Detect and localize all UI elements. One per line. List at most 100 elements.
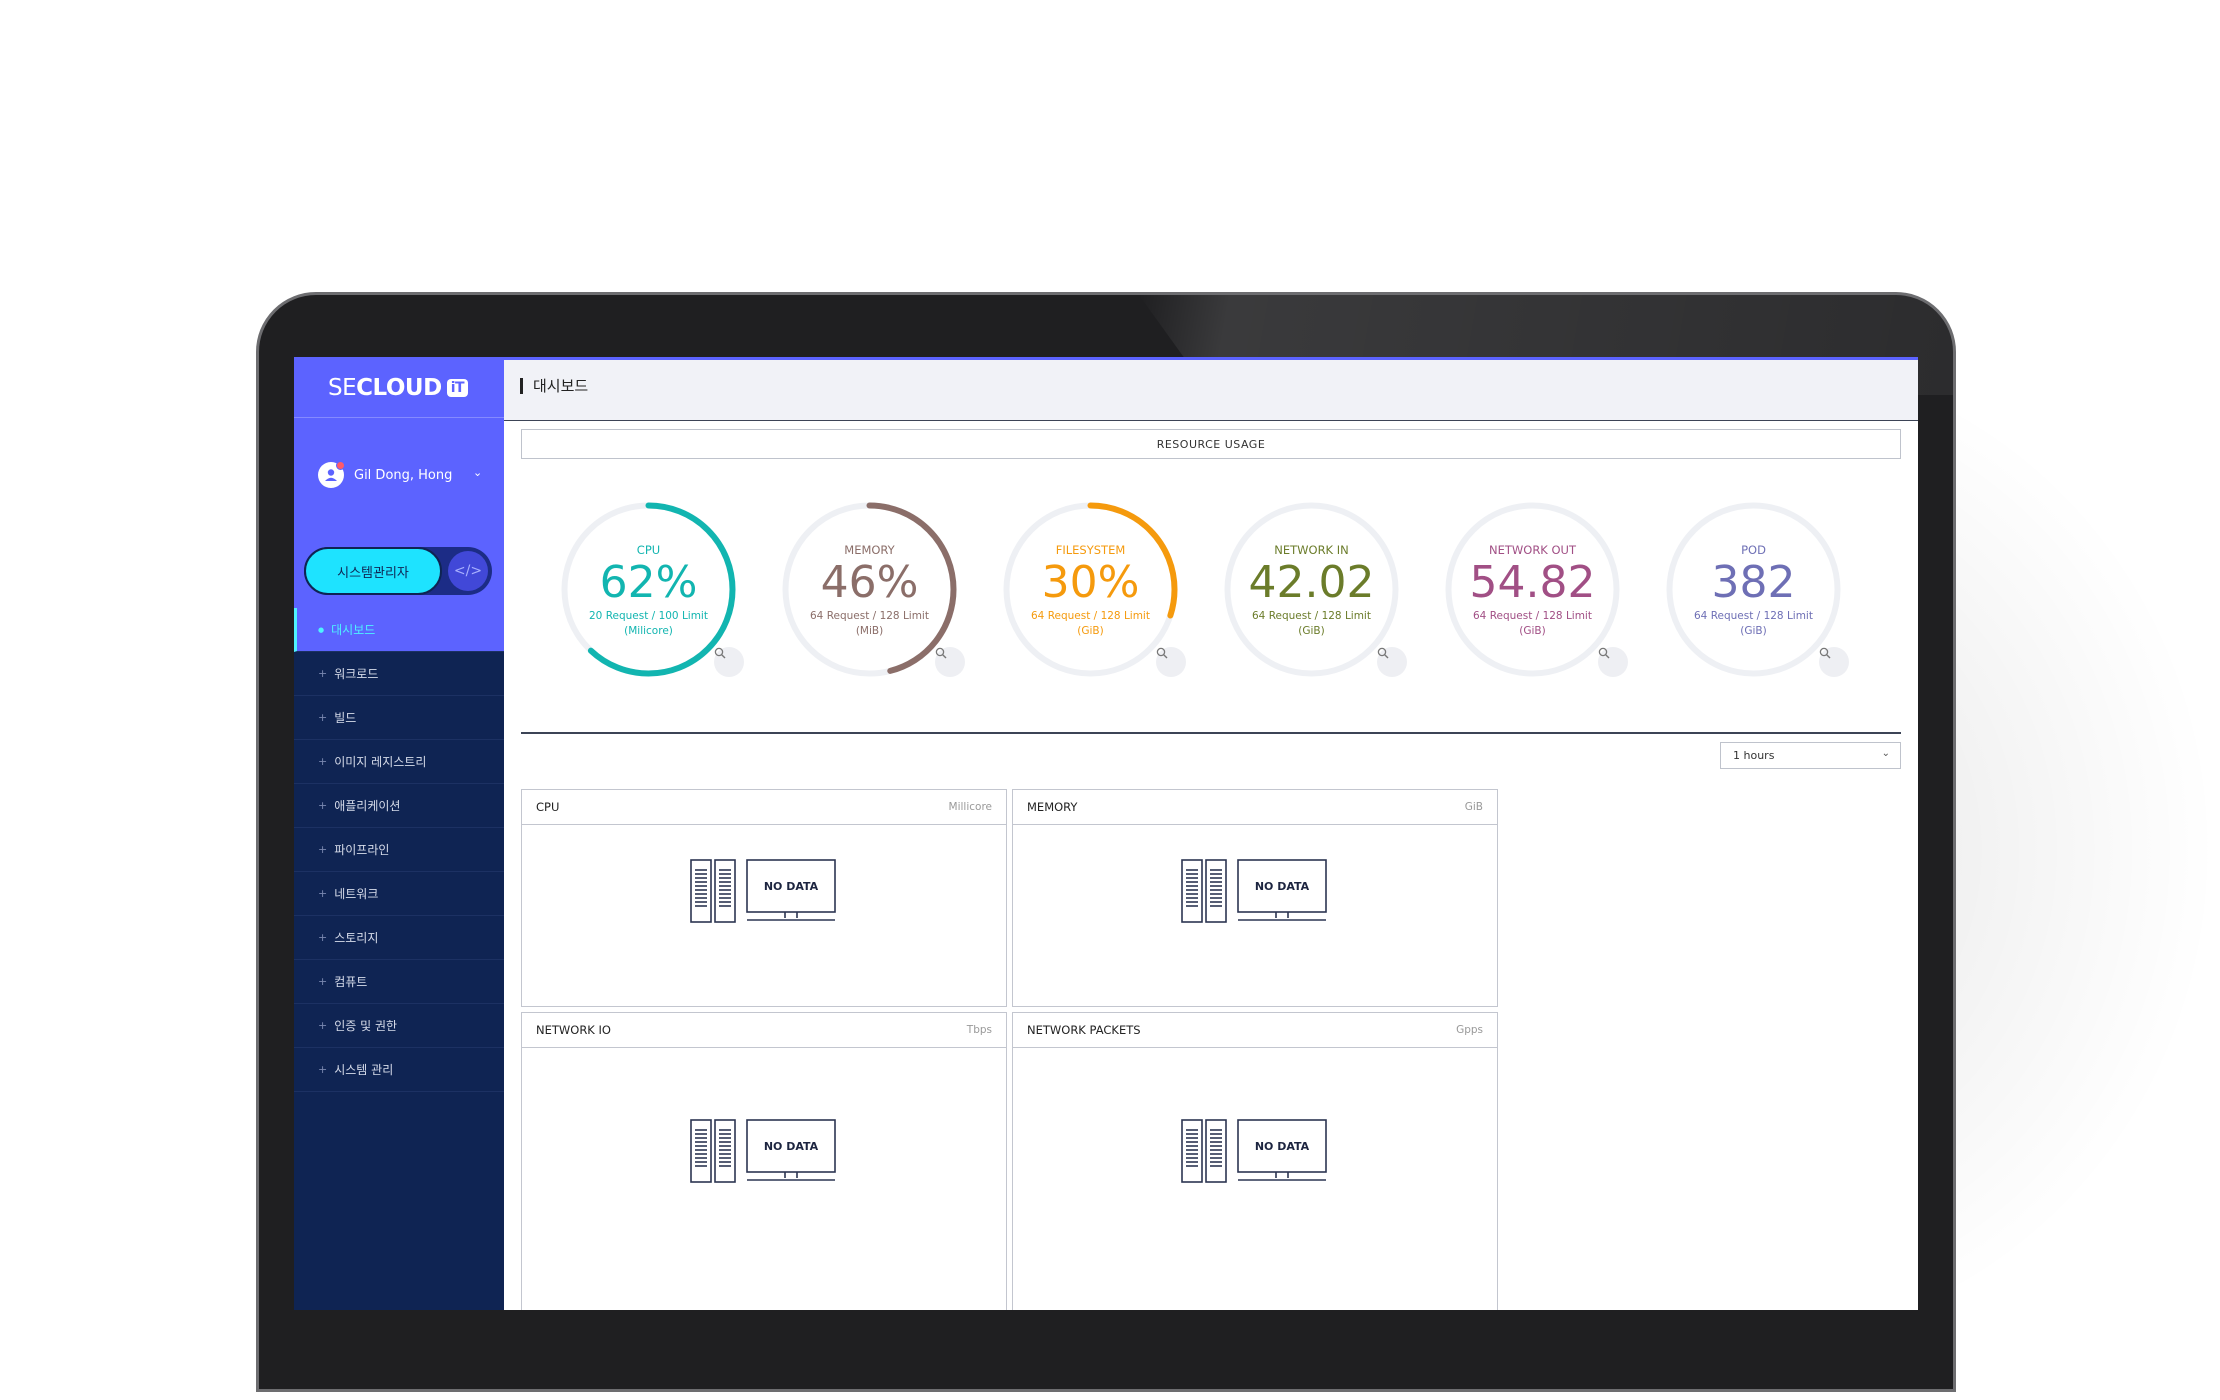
sidebar-item-1[interactable]: + 워크로드: [294, 652, 504, 696]
gauge-unit: (GiB): [1077, 625, 1104, 637]
magnifier-icon[interactable]: [1598, 647, 1628, 677]
gauge-request-limit: 64 Request / 128 Limit: [810, 610, 929, 622]
magnifier-icon[interactable]: [935, 647, 965, 677]
sidebar-item-10[interactable]: + 시스템 관리: [294, 1048, 504, 1092]
panel-header: CPU Millicore: [522, 790, 1006, 825]
role-admin-button[interactable]: 시스템관리자: [304, 547, 442, 595]
gauge-subtext: 20 Request / 100 Limit (Milicore): [556, 609, 741, 639]
sidebar-item-2[interactable]: + 빌드: [294, 696, 504, 740]
gauge-unit: (GiB): [1519, 625, 1546, 637]
plus-icon: +: [318, 931, 328, 944]
gauge-request-limit: 64 Request / 128 Limit: [1031, 610, 1150, 622]
magnifier-icon[interactable]: [1156, 647, 1186, 677]
sidebar: SE CLOUD iT Gil Dong, Hong ⌄ 시스템관리자 </> ● 대…: [294, 357, 504, 1310]
magnifier-icon[interactable]: [1819, 647, 1849, 677]
sidebar-menu: ● 대시보드 + 워크로드 + 빌드 + 이미지 레지스트리 + 애플리케이션 + 파이프라인 + 네트워…: [294, 608, 504, 1092]
sidebar-item-label: 파이프라인: [334, 843, 390, 857]
sidebar-item-9[interactable]: + 인증 및 권한: [294, 1004, 504, 1048]
gauge-ring: [1445, 502, 1620, 677]
panel-title: MEMORY: [1027, 800, 1078, 814]
sidebar-item-6[interactable]: + 네트워크: [294, 872, 504, 916]
plus-icon: +: [318, 1019, 328, 1032]
chart-panel-cpu: CPU Millicore NO DATA: [521, 789, 1007, 1007]
gauge-value: 42.02: [1248, 557, 1375, 608]
magnifier-icon[interactable]: [1377, 647, 1407, 677]
gauge-pod: POD 382 64 Request / 128 Limit (GiB): [1661, 497, 1849, 682]
role-switcher: 시스템관리자 </>: [304, 547, 492, 595]
app-screen: SE CLOUD iT Gil Dong, Hong ⌄ 시스템관리자 </> ● 대…: [294, 357, 1918, 1310]
panel-title: NETWORK PACKETS: [1027, 1023, 1141, 1037]
gauge-ring: [1003, 502, 1178, 677]
gauge-subtext: 64 Request / 128 Limit (GiB): [1661, 609, 1846, 639]
sidebar-item-8[interactable]: + 컴퓨트: [294, 960, 504, 1004]
panel-unit: Tbps: [966, 1024, 992, 1036]
panel-unit: Millicore: [948, 801, 992, 813]
plus-icon: +: [318, 711, 328, 724]
server-monitor-icon: NO DATA: [1180, 858, 1330, 924]
no-data-label: NO DATA: [763, 1139, 819, 1153]
gauge-label: NETWORK IN: [1274, 543, 1349, 557]
panel-unit: Gpps: [1456, 1024, 1483, 1036]
time-range-select[interactable]: 1 hours ⌄: [1720, 742, 1901, 769]
user-name: Gil Dong, Hong: [354, 467, 453, 483]
sidebar-item-4[interactable]: + 애플리케이션: [294, 784, 504, 828]
page-title: 대시보드: [520, 378, 588, 394]
gauge-cpu: CPU 62% 20 Request / 100 Limit (Milicore): [556, 497, 744, 682]
server-monitor-icon: NO DATA: [1180, 1118, 1330, 1184]
sidebar-item-label: 인증 및 권한: [334, 1019, 398, 1033]
plus-icon: +: [318, 755, 328, 768]
bullet-icon: ●: [318, 625, 325, 634]
sidebar-item-0[interactable]: ● 대시보드: [294, 608, 504, 652]
plus-icon: +: [318, 843, 328, 856]
gauge-subtext: 64 Request / 128 Limit (MiB): [777, 609, 962, 639]
no-data-label: NO DATA: [763, 879, 819, 893]
sidebar-item-label: 애플리케이션: [334, 799, 401, 813]
user-menu[interactable]: Gil Dong, Hong ⌄: [318, 461, 482, 488]
sidebar-item-label: 대시보드: [331, 623, 376, 637]
gauge-progress-arc: [561, 502, 736, 677]
magnifier-icon[interactable]: [714, 647, 744, 677]
chart-panel-network-io: NETWORK IO Tbps NO DATA: [521, 1012, 1007, 1310]
gauge-progress-arc: [1003, 502, 1178, 677]
user-avatar-icon: [318, 461, 345, 488]
chevron-down-icon[interactable]: ⌄: [473, 466, 483, 479]
gauge-network-in: NETWORK IN 42.02 64 Request / 128 Limit (Gi…: [1219, 497, 1407, 682]
gauge-ring: [1666, 502, 1841, 677]
gauge-unit: (Milicore): [624, 625, 673, 637]
brand-logo[interactable]: SE CLOUD iT: [328, 375, 469, 401]
brand-logo-it: iT: [446, 379, 469, 397]
panel-unit: GiB: [1464, 801, 1483, 813]
page-header: 대시보드: [504, 360, 1918, 421]
sidebar-item-label: 스토리지: [334, 931, 379, 945]
gauge-label: CPU: [636, 543, 661, 557]
sidebar-item-5[interactable]: + 파이프라인: [294, 828, 504, 872]
sidebar-header: SE CLOUD iT Gil Dong, Hong ⌄ 시스템관리자 </>: [294, 357, 504, 608]
gauge-subtext: 64 Request / 128 Limit (GiB): [1219, 609, 1404, 639]
gauge-unit: (MiB): [855, 625, 884, 637]
sidebar-item-label: 네트워크: [334, 887, 379, 901]
gauge-value: 382: [1711, 557, 1796, 608]
chart-panel-memory: MEMORY GiB NO DATA: [1012, 789, 1498, 1007]
gauge-subtext: 64 Request / 128 Limit (GiB): [998, 609, 1183, 639]
gauge-request-limit: 20 Request / 100 Limit: [589, 610, 708, 622]
gauge-request-limit: 64 Request / 128 Limit: [1252, 610, 1371, 622]
plus-icon: +: [318, 667, 328, 680]
brand-logo-se: SE: [328, 375, 357, 401]
gauge-unit: (GiB): [1298, 625, 1325, 637]
chart-panel-network-packets: NETWORK PACKETS Gpps NO DATA: [1012, 1012, 1498, 1310]
sidebar-item-label: 빌드: [334, 711, 357, 725]
sidebar-item-label: 시스템 관리: [334, 1063, 394, 1077]
sidebar-item-3[interactable]: + 이미지 레지스트리: [294, 740, 504, 784]
panel-header: MEMORY GiB: [1013, 790, 1497, 825]
gauge-value: 62%: [599, 557, 698, 608]
gauge-filesystem: FILESYSTEM 30% 64 Request / 128 Limit (GiB): [998, 497, 1186, 682]
sidebar-item-label: 워크로드: [334, 667, 379, 681]
gauge-subtext: 64 Request / 128 Limit (GiB): [1440, 609, 1625, 639]
resource-usage-title: RESOURCE USAGE: [521, 429, 1901, 459]
sidebar-item-7[interactable]: + 스토리지: [294, 916, 504, 960]
top-accent-bar: [504, 357, 1918, 360]
developer-mode-button[interactable]: </>: [448, 551, 488, 591]
no-data-label: NO DATA: [1254, 879, 1310, 893]
gauge-memory: MEMORY 46% 64 Request / 128 Limit (MiB): [777, 497, 965, 682]
resource-gauges: CPU 62% 20 Request / 100 Limit (Milicore) ME…: [556, 497, 1876, 687]
